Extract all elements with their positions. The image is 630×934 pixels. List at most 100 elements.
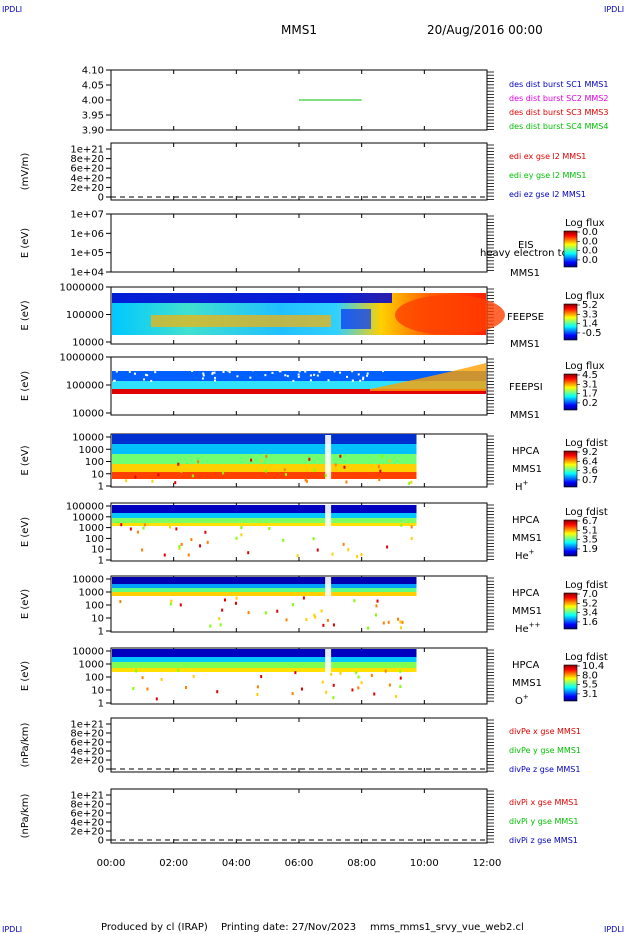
- spectrogram-speck: [175, 527, 178, 531]
- spectrogram-speck: [218, 617, 221, 621]
- spectrogram-gap-pixel: [366, 374, 369, 377]
- legend-label: des dist burst SC4 MMS4: [509, 122, 608, 131]
- colorbar-tick-label: 6.7: [582, 516, 598, 527]
- footer-produced-by: Produced by cl (IRAP): [101, 922, 208, 933]
- spectrogram-gap-pixel: [286, 375, 289, 378]
- spectrogram-speck: [178, 546, 181, 550]
- spectrogram-speck: [222, 471, 225, 475]
- panel-frame-10: [110, 788, 488, 844]
- spectrogram-speck: [341, 464, 344, 468]
- legend-label: divPe z gse MMS1: [509, 765, 580, 774]
- y-tick-label: 3.95: [82, 111, 104, 122]
- spectrogram-speck: [381, 455, 384, 459]
- spacecraft-label: MMS1: [512, 464, 542, 475]
- time-tick-label: 12:00: [473, 858, 502, 869]
- spectrogram-speck: [326, 618, 329, 622]
- spectrogram-speck: [180, 542, 183, 546]
- y-tick-label: 1000: [79, 445, 104, 456]
- spectrogram-gap-pixel: [133, 367, 136, 370]
- spectrogram-gap-pixel: [226, 369, 229, 372]
- spectrogram-speck: [399, 626, 402, 630]
- spectrogram-speck: [373, 692, 376, 696]
- spectrogram-speck: [283, 468, 286, 472]
- spectrogram-speck: [334, 463, 337, 467]
- spectrogram-band: [112, 592, 417, 596]
- y-tick-label: 4e+20: [70, 818, 104, 829]
- colorbar-tick-label: 3.6: [582, 466, 598, 477]
- corner-mark-bottom-left: IPDLI: [2, 925, 22, 934]
- spectrogram-gap-pixel: [339, 371, 342, 374]
- spectrogram-gap-pixel: [213, 379, 216, 382]
- spectrogram-speck: [187, 465, 190, 469]
- spectrogram-speck: [332, 683, 335, 687]
- spectrogram-speck: [330, 672, 333, 676]
- time-tick-label: 02:00: [159, 858, 188, 869]
- spectrogram-gap-pixel: [154, 371, 157, 374]
- spectrogram-speck: [234, 601, 237, 605]
- colorbar-tick-label: 8.0: [582, 670, 598, 681]
- colorbar-tick-label: 4.5: [582, 370, 598, 381]
- time-axis: 00:00 02:00 04:00 06:00 08:00 10:00 12:00: [97, 858, 502, 869]
- spectrogram-band: [112, 523, 417, 526]
- y-tick-label: 1: [98, 627, 104, 638]
- spectrogram-speck: [268, 527, 271, 531]
- instrument-label: HPCA: [512, 588, 540, 599]
- spectrogram-speck: [177, 462, 180, 466]
- right-tick-ladder-10: [110, 789, 494, 843]
- spectrogram-band: [112, 657, 417, 662]
- colorbar-tick-label: 7.0: [582, 589, 598, 600]
- spectrogram-gap-pixel: [283, 369, 286, 372]
- legend-label: divPi y gse MMS1: [509, 817, 578, 826]
- spectrogram-speck: [282, 538, 285, 542]
- spectrogram-gap-pixel: [352, 379, 355, 382]
- y-tick-label: 2e+20: [70, 183, 104, 194]
- colorbar-tick-label: 1.9: [582, 544, 598, 555]
- spectrogram-speck: [240, 533, 243, 537]
- colorbar-tick-label: 0.0: [582, 227, 598, 238]
- spectrogram-speck: [151, 479, 154, 483]
- spectrogram-speck: [169, 525, 172, 529]
- legend-label: des dist burst SC2 MMS2: [509, 94, 608, 103]
- spectrogram-speck: [141, 676, 144, 680]
- instrument-label: HPCA: [512, 446, 540, 457]
- spectrogram-gap: [325, 649, 332, 703]
- y-tick-label: 100000: [66, 310, 104, 321]
- spacecraft-label: MMS1: [510, 339, 540, 350]
- right-tick-ladder-7: [110, 576, 494, 632]
- spectrogram-speck: [342, 542, 345, 546]
- spectrogram-band: [112, 518, 417, 523]
- spectrogram-speck: [360, 681, 363, 685]
- y-axis-label: E (eV): [20, 371, 31, 401]
- colorbar-title: Log fdist: [565, 507, 608, 518]
- time-tick-label: 04:00: [222, 858, 251, 869]
- spectrogram-speck: [119, 600, 122, 604]
- spectrogram-speck: [332, 623, 335, 627]
- legend-label: divPi x gse MMS1: [509, 798, 578, 807]
- panel-frame-1: [110, 142, 488, 201]
- spectrogram-speck: [125, 479, 128, 483]
- spectrogram-speck: [300, 687, 303, 691]
- spectrogram-speck: [360, 553, 363, 557]
- time-tick-label: 06:00: [285, 858, 314, 869]
- spectrogram-gap-pixel: [249, 376, 252, 379]
- spectrogram-speck: [305, 479, 308, 483]
- spectrogram-gap: [325, 435, 332, 486]
- y-tick-label: 4e+20: [70, 747, 104, 758]
- spectrogram-speck: [206, 540, 209, 544]
- spectrogram-gap-pixel: [115, 370, 118, 373]
- spectrogram-speck: [142, 526, 145, 530]
- spectrogram-gap-pixel: [313, 373, 316, 376]
- spectrogram-speck: [308, 457, 311, 461]
- colorbar-tick-label: 3.5: [582, 535, 598, 546]
- spectrogram-gap-pixel: [202, 372, 205, 375]
- spectrogram-speck: [382, 621, 385, 625]
- spacecraft-label: MMS1: [512, 606, 542, 617]
- spectrogram-speck: [399, 620, 402, 624]
- spectrogram-gap-pixel: [271, 371, 274, 374]
- colorbar-tick-label: 0.0: [582, 255, 598, 266]
- spectrogram-gap-pixel: [142, 378, 145, 381]
- footer-printing-date: Printing date: 27/Nov/2023: [221, 922, 356, 933]
- spectrogram-band: [112, 389, 486, 394]
- spectrogram-speck: [120, 523, 123, 527]
- spectrogram-gap-pixel: [211, 372, 214, 375]
